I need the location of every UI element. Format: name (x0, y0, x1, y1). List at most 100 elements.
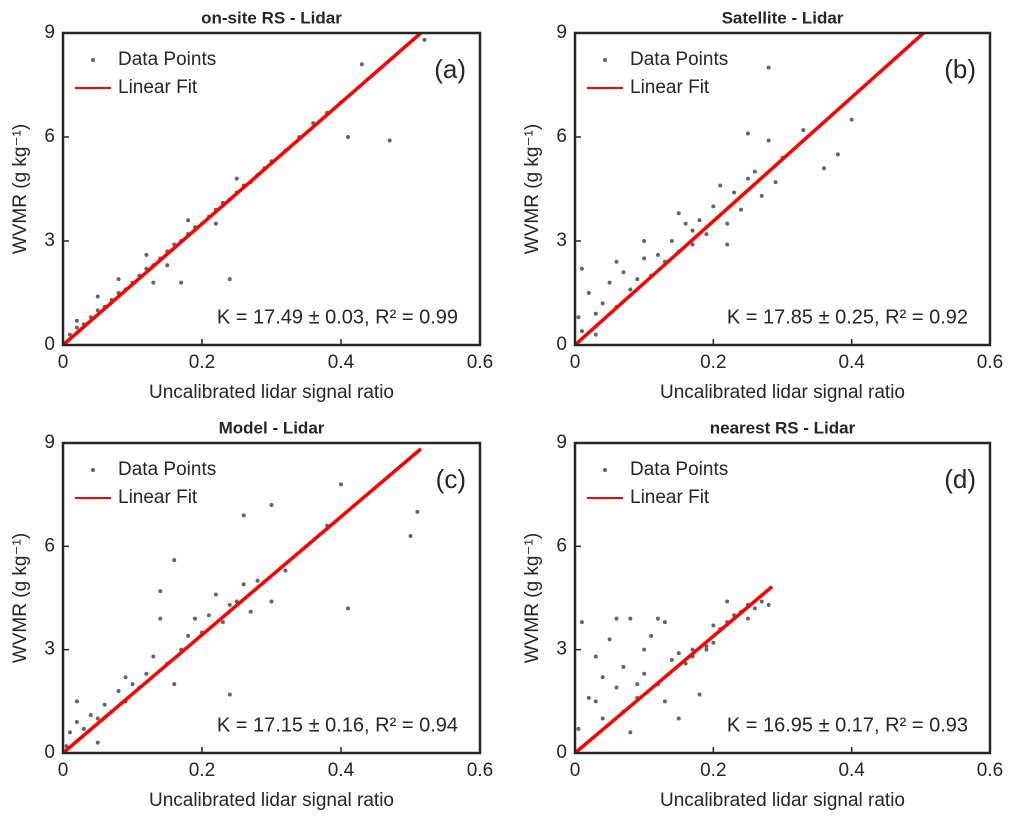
y-tick-label: 0 (556, 742, 567, 763)
data-point (95, 740, 100, 745)
data-point (635, 277, 640, 282)
panel-label: (c) (436, 464, 466, 494)
x-tick-label: 0 (570, 352, 581, 373)
y-tick-label: 0 (556, 334, 567, 355)
data-point (158, 616, 163, 621)
data-point (116, 689, 121, 693)
y-axis-label: WVMR (g kg⁻¹) (522, 124, 543, 254)
data-point (628, 730, 633, 735)
data-point (172, 558, 177, 563)
data-point (241, 513, 246, 518)
data-point (151, 654, 156, 659)
fit-line (573, 31, 925, 347)
data-point (849, 117, 854, 122)
data-point (759, 193, 764, 198)
y-tick-label: 9 (44, 22, 55, 43)
data-point (704, 647, 709, 652)
data-point (752, 606, 757, 611)
data-point (227, 277, 232, 282)
axes-box (573, 31, 992, 347)
data-point (213, 592, 218, 597)
data-point (227, 602, 232, 607)
data-point (74, 699, 79, 704)
x-tick-label: 0.4 (328, 352, 355, 373)
data-point (642, 671, 647, 676)
data-point (704, 232, 709, 237)
data-point (586, 291, 591, 295)
data-point (387, 138, 392, 143)
data-point (725, 599, 730, 604)
data-point (628, 287, 633, 292)
x-tick-label: 0.6 (467, 760, 493, 781)
legend-label: Linear Fit (630, 77, 710, 98)
data-point (67, 730, 72, 735)
data-point (593, 311, 598, 316)
data-point (766, 602, 771, 607)
y-tick-label: 6 (44, 126, 55, 147)
data-point (600, 675, 605, 680)
panel-title: Model - Lidar (219, 418, 325, 437)
panel-title: on-site RS - Lidar (201, 8, 342, 27)
data-point (408, 534, 413, 538)
data-point (283, 568, 288, 573)
data-point (752, 169, 757, 174)
data-point (766, 138, 771, 143)
data-point (579, 266, 584, 271)
x-axis-label: Uncalibrated lidar signal ratio (149, 382, 394, 403)
data-point (759, 599, 764, 604)
axes-box (61, 441, 482, 755)
y-tick-label: 6 (556, 126, 567, 147)
data-point (130, 682, 135, 687)
y-tick-label: 3 (44, 639, 55, 660)
data-point (88, 713, 93, 718)
data-point (745, 616, 750, 621)
legend-label: Data Points (630, 49, 728, 70)
data-point (835, 152, 840, 157)
data-point (74, 720, 79, 724)
legend-marker (91, 58, 95, 62)
data-point (158, 589, 163, 594)
data-point (766, 65, 771, 70)
data-point (234, 176, 239, 181)
panel-label: (d) (944, 464, 976, 494)
x-tick-label: 0.6 (977, 760, 1003, 781)
data-point (614, 616, 619, 621)
fit-annotation: K = 17.15 ± 0.16, R² = 0.94 (217, 714, 458, 736)
data-point (345, 606, 350, 611)
data-point (269, 503, 274, 507)
panel-label: (a) (434, 54, 466, 84)
data-point (614, 685, 619, 690)
data-point (739, 207, 743, 212)
data-point (745, 131, 750, 136)
data-point (745, 176, 750, 181)
data-point (95, 308, 100, 313)
data-point (95, 294, 100, 299)
data-point (607, 637, 612, 642)
data-point (621, 664, 626, 669)
data-point (732, 190, 737, 195)
x-tick-label: 0 (58, 352, 69, 373)
fit-line (61, 31, 423, 347)
data-point (422, 37, 427, 42)
data-point (642, 647, 647, 652)
data-point (628, 616, 633, 621)
data-point (213, 221, 218, 226)
legend-marker (603, 58, 607, 62)
data-point (144, 252, 149, 257)
data-point (576, 315, 581, 320)
data-point (718, 183, 723, 188)
data-point (593, 654, 598, 659)
data-point (642, 256, 647, 261)
legend-label: Linear Fit (118, 487, 198, 508)
data-point (676, 651, 681, 656)
data-point (690, 242, 695, 247)
data-point (179, 280, 184, 285)
data-point (711, 623, 716, 628)
data-point (74, 318, 79, 323)
legend-label: Linear Fit (630, 487, 710, 508)
axes-box (573, 441, 992, 755)
axes-box (61, 31, 482, 347)
data-point (662, 699, 667, 704)
data-point (649, 633, 654, 638)
